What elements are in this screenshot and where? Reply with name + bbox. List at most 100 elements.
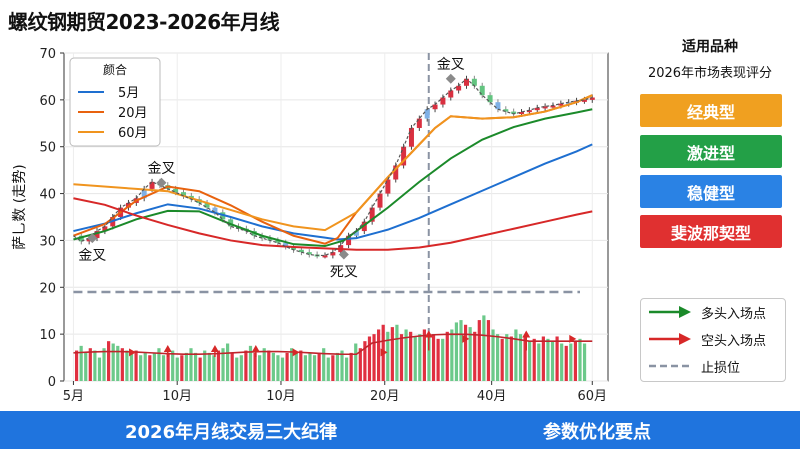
y-tick-label: 0 bbox=[48, 375, 56, 390]
volume-bar bbox=[377, 329, 381, 381]
y-tick-label: 40 bbox=[39, 188, 56, 203]
volume-bar bbox=[308, 352, 312, 381]
volume-bar bbox=[244, 350, 248, 381]
candle bbox=[519, 112, 525, 115]
volume-bar bbox=[354, 343, 358, 381]
candle bbox=[141, 188, 147, 199]
panel-subtitle: 2026年市场表现评分 bbox=[647, 66, 773, 81]
volume-bar bbox=[290, 348, 294, 381]
volume-bar bbox=[248, 345, 253, 381]
volume-bar bbox=[509, 336, 513, 381]
volume-bar bbox=[468, 327, 472, 381]
candle bbox=[487, 95, 493, 103]
volume-bar bbox=[175, 357, 179, 381]
volume-bar bbox=[532, 338, 536, 381]
volume-bar bbox=[111, 343, 115, 381]
volume-bar bbox=[184, 352, 189, 381]
candle bbox=[566, 102, 572, 105]
classic-style-button[interactable]: 经典型 bbox=[640, 94, 782, 127]
y-tick-label: 10 bbox=[39, 328, 56, 343]
candle bbox=[369, 207, 375, 222]
candle bbox=[306, 252, 312, 255]
volume-bar bbox=[116, 345, 120, 381]
candle bbox=[471, 78, 477, 86]
volume-bar bbox=[262, 348, 266, 381]
series-line-3 bbox=[73, 108, 593, 248]
volume-bar bbox=[331, 355, 335, 381]
volume-bar bbox=[537, 343, 541, 381]
x-tick-label: 20月 bbox=[370, 389, 400, 404]
volume-bar bbox=[74, 350, 79, 381]
footer-params-link[interactable]: 参数优化要点 bbox=[543, 422, 651, 443]
candle bbox=[432, 104, 438, 110]
legend-label: 20月 bbox=[118, 106, 148, 121]
candle bbox=[416, 118, 422, 128]
volume-bar bbox=[459, 320, 463, 381]
y-axis-label: 萨乚数 (走势) bbox=[12, 164, 28, 249]
volume-bar bbox=[482, 315, 486, 381]
x-tick-label: 40月 bbox=[477, 389, 507, 404]
candle bbox=[322, 255, 328, 258]
volume-bar bbox=[239, 355, 243, 381]
candle bbox=[424, 109, 430, 119]
volume-bar bbox=[312, 355, 317, 381]
volume-bar bbox=[189, 348, 193, 381]
legend-label: 60月 bbox=[118, 126, 148, 141]
candle bbox=[204, 202, 210, 208]
volume-bar bbox=[280, 357, 285, 381]
volume-bar bbox=[404, 329, 408, 381]
footer-rules-link[interactable]: 2026年月线交易三大纪律 bbox=[125, 422, 338, 443]
volume-bar bbox=[569, 343, 573, 381]
short-entry-arrow bbox=[569, 334, 577, 343]
cross-label: 死叉 bbox=[330, 264, 358, 280]
volume-bar bbox=[230, 352, 234, 381]
candle bbox=[283, 242, 289, 247]
volume-bar bbox=[139, 355, 143, 381]
cross-marker bbox=[338, 249, 349, 260]
arrow-right-icon bbox=[649, 333, 691, 345]
candle bbox=[448, 90, 454, 98]
volume-bar bbox=[441, 338, 445, 381]
volume-bar bbox=[157, 348, 161, 381]
volume-bar bbox=[496, 334, 500, 381]
aggressive-style-button[interactable]: 激进型 bbox=[640, 135, 782, 168]
candle bbox=[393, 165, 399, 180]
y-tick-label: 70 bbox=[39, 47, 56, 62]
y-tick-label: 30 bbox=[39, 234, 56, 249]
x-tick-label: 10月 bbox=[162, 389, 192, 404]
candle bbox=[581, 99, 587, 102]
candle bbox=[495, 102, 501, 110]
long-entry-arrow bbox=[251, 345, 260, 353]
volume-bar bbox=[267, 350, 271, 381]
candle bbox=[542, 106, 548, 109]
candle bbox=[440, 97, 446, 105]
volume-bar bbox=[335, 352, 340, 381]
dashed-line-icon bbox=[649, 364, 691, 368]
fibonacci-style-button[interactable]: 斐波那契型 bbox=[640, 215, 782, 248]
steady-style-button[interactable]: 稳健型 bbox=[640, 175, 782, 208]
legend-short-entry-label: 空头入场点 bbox=[701, 333, 767, 349]
volume-bar bbox=[454, 322, 459, 381]
volume-bar bbox=[102, 348, 106, 381]
candle bbox=[385, 179, 391, 194]
legend-long-entry: 多头入场点 bbox=[647, 301, 783, 323]
candle bbox=[259, 235, 265, 239]
candle bbox=[212, 207, 218, 213]
candle bbox=[526, 110, 532, 113]
volume-bar bbox=[546, 338, 550, 381]
volume-bar bbox=[427, 336, 431, 381]
candle bbox=[102, 226, 108, 232]
volume-bar bbox=[344, 357, 349, 381]
candle bbox=[291, 246, 297, 250]
cross-label: 金叉 bbox=[147, 161, 175, 177]
volume-bar bbox=[573, 341, 578, 381]
long-entry-arrow bbox=[522, 330, 531, 338]
volume-bar bbox=[386, 331, 390, 381]
volume-bar bbox=[505, 334, 509, 381]
short-entry-arrow bbox=[292, 348, 300, 357]
legend-title: 颜合 bbox=[103, 62, 127, 77]
volume-bar bbox=[134, 350, 138, 381]
volume-bar bbox=[349, 352, 353, 381]
volume-bar bbox=[518, 334, 523, 381]
candle bbox=[456, 85, 462, 91]
